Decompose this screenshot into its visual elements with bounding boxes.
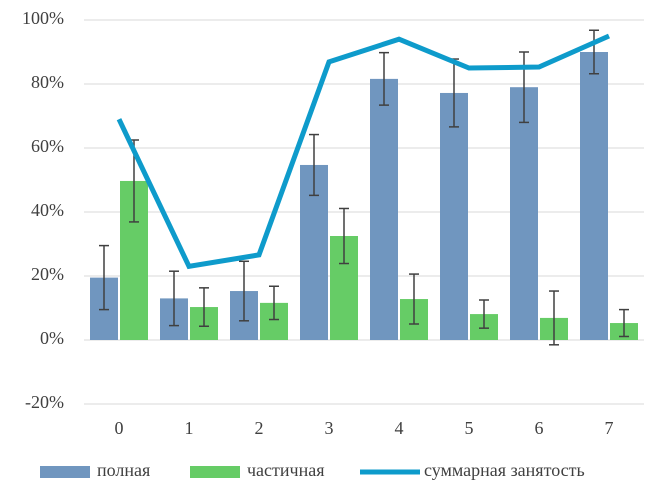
error-bar (409, 273, 419, 325)
error-bar (199, 287, 209, 327)
error-bar (549, 290, 559, 346)
y-tick-label: 60% (31, 136, 64, 156)
bar (510, 87, 538, 340)
x-tick-label: 0 (115, 418, 124, 438)
error-bar (239, 260, 249, 322)
bar (370, 78, 398, 340)
error-bar (99, 244, 109, 311)
x-tick-label: 7 (605, 418, 614, 438)
error-bar (589, 29, 599, 75)
legend-label: суммарная занятость (424, 460, 585, 480)
bar (440, 92, 468, 341)
error-bar (269, 285, 279, 321)
x-tick-label: 6 (535, 418, 544, 438)
error-bar (169, 270, 179, 327)
x-tick-label: 2 (255, 418, 264, 438)
y-tick-label: -20% (25, 392, 64, 412)
x-tick-label: 5 (465, 418, 474, 438)
y-tick-label: 80% (31, 72, 64, 92)
y-tick-label: 0% (40, 328, 64, 348)
x-tick-label: 4 (395, 418, 404, 438)
y-tick-label: 40% (31, 200, 64, 220)
error-bar (309, 133, 319, 197)
legend-label: частичная (247, 460, 324, 480)
error-bar (479, 299, 489, 329)
legend-swatch (190, 466, 240, 478)
y-tick-label: 20% (31, 264, 64, 284)
x-tick-label: 1 (185, 418, 194, 438)
error-bar (619, 308, 629, 338)
x-tick-label: 3 (325, 418, 334, 438)
y-tick-label: 100% (22, 8, 64, 28)
error-bar (339, 207, 349, 265)
error-bar (379, 51, 389, 106)
legend-swatch (40, 466, 90, 478)
legend-label: полная (97, 460, 150, 480)
error-bar (519, 51, 529, 124)
line (116, 33, 611, 270)
bar (580, 52, 608, 340)
